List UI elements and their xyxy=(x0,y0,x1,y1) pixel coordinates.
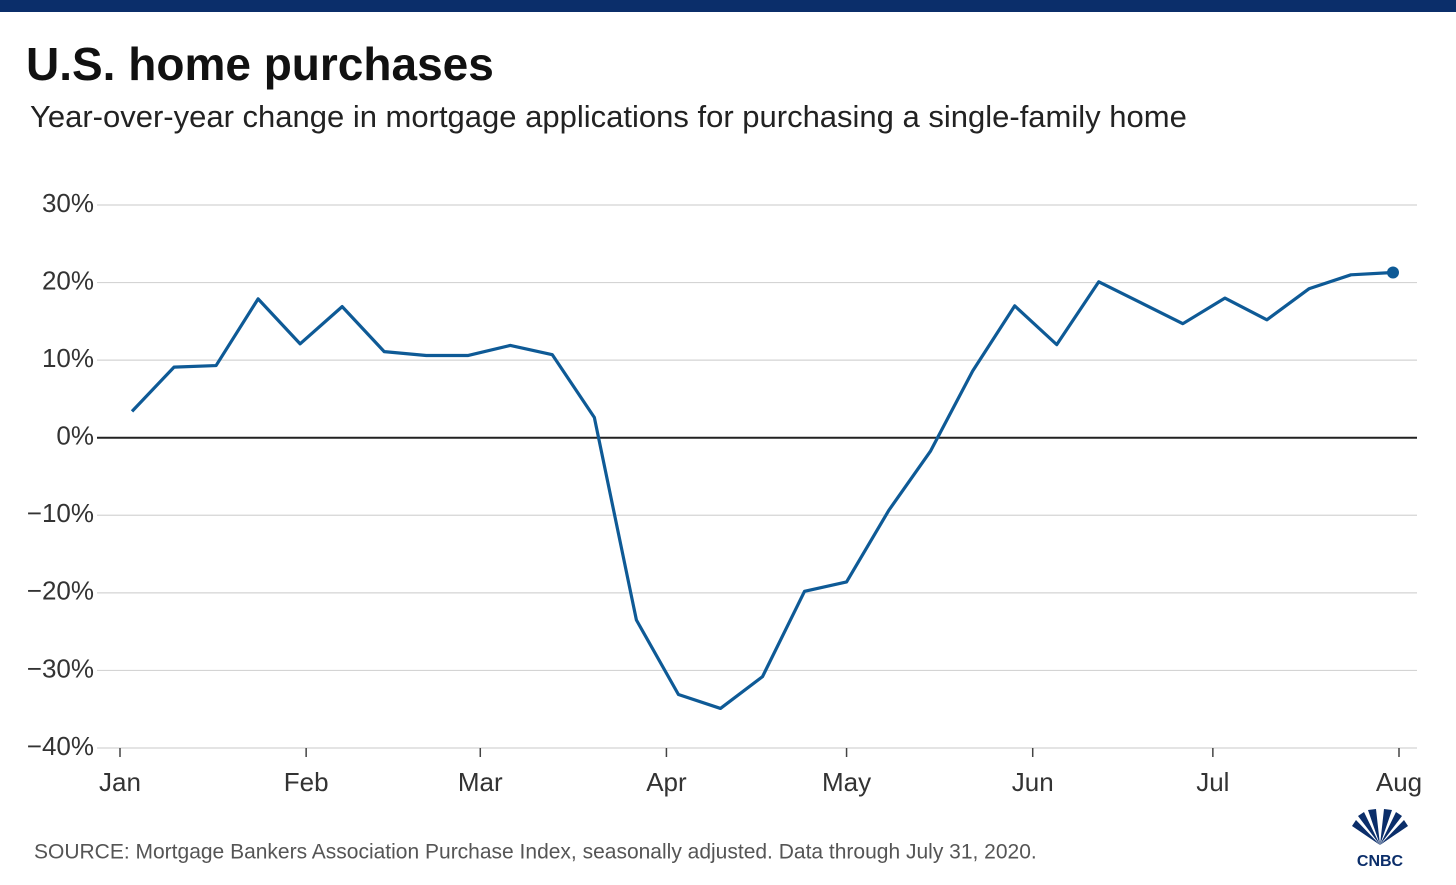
logo: CNBC xyxy=(1352,809,1408,870)
x-tick-label: Mar xyxy=(458,767,503,797)
y-tick-label: −10% xyxy=(27,498,94,528)
x-tick-label: Aug xyxy=(1376,767,1422,797)
x-tick-label: Jan xyxy=(99,767,141,797)
x-tick-label: Jun xyxy=(1012,767,1054,797)
source-note: SOURCE: Mortgage Bankers Association Pur… xyxy=(34,841,1037,864)
y-tick-label: −30% xyxy=(27,653,94,683)
y-tick-label: −20% xyxy=(27,576,94,606)
chart-title: U.S. home purchases xyxy=(26,38,494,90)
y-tick-label: −40% xyxy=(27,731,94,761)
top-bar xyxy=(0,0,1456,12)
data-line xyxy=(130,270,1394,711)
y-tick-label: 10% xyxy=(42,343,94,373)
x-tick-label: Jul xyxy=(1196,767,1229,797)
logo-text: CNBC xyxy=(1357,853,1404,870)
logo-peacock xyxy=(1352,809,1408,845)
x-tick-label: Apr xyxy=(646,767,687,797)
x-tick-label: May xyxy=(822,767,871,797)
y-tick-label: 0% xyxy=(56,421,94,451)
y-tick-label: 30% xyxy=(42,188,94,218)
chart-subtitle: Year-over-year change in mortgage applic… xyxy=(30,99,1187,134)
x-tick-label: Feb xyxy=(284,767,329,797)
end-point xyxy=(1386,266,1399,279)
y-tick-label: 20% xyxy=(42,265,94,295)
